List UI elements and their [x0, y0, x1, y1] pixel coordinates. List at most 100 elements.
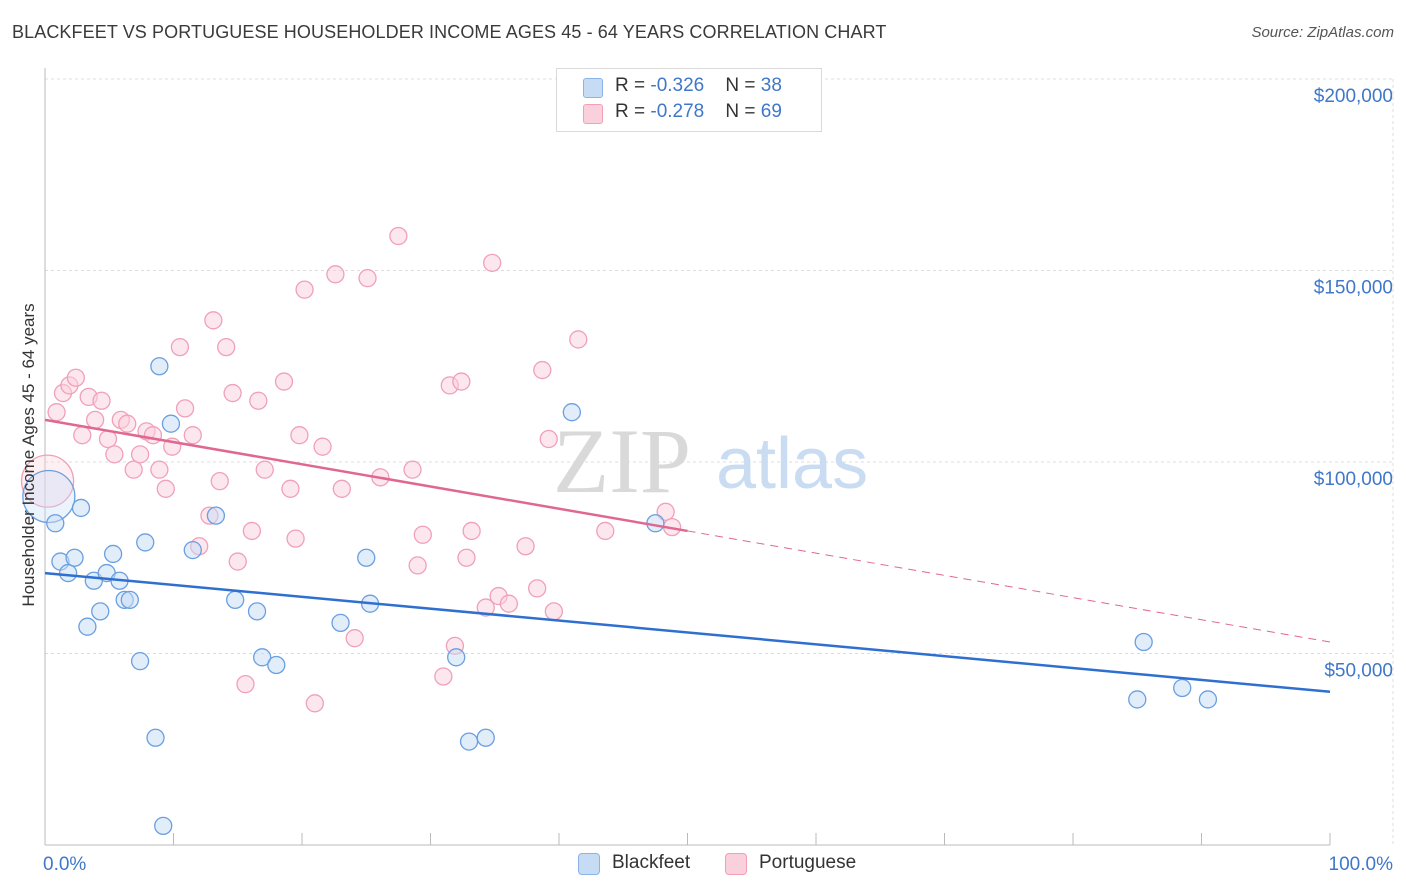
axes: [44, 68, 1331, 846]
data-point: [357, 548, 376, 567]
blackfeet-points: [22, 357, 1218, 835]
data-point: [476, 728, 495, 747]
data-point: [253, 648, 272, 667]
legend-r-label: R =: [615, 75, 651, 96]
data-point: [1173, 678, 1192, 698]
data-point: [120, 590, 139, 610]
data-point: [267, 655, 286, 675]
data-point: [226, 590, 245, 610]
trend-line-blackfeet: [44, 571, 1331, 694]
legend-r-value: -0.278: [650, 101, 705, 122]
data-point: [274, 372, 294, 391]
data-point: [562, 403, 581, 422]
data-point: [154, 816, 173, 835]
watermark: ZIP atlas: [553, 410, 868, 512]
y-tick-label: $150,000: [1314, 278, 1393, 299]
data-point: [85, 410, 105, 430]
data-point: [539, 429, 558, 449]
data-point: [358, 269, 377, 288]
legend-swatch-portuguese: [583, 104, 603, 124]
bottom-legend-label-blackfeet: Blackfeet: [612, 852, 691, 873]
data-point: [183, 426, 202, 445]
data-point: [281, 479, 300, 498]
data-point: [452, 372, 471, 391]
x-tick-left: 0.0%: [43, 854, 86, 875]
data-point: [313, 437, 332, 456]
trend-lines: [44, 418, 1331, 694]
bottom-legend-swatch-portuguese: [725, 853, 747, 875]
data-point: [206, 506, 226, 525]
legend-n-value: 69: [760, 101, 782, 122]
y-tick-labels: $50,000 $100,000 $150,000 $200,000: [1314, 86, 1393, 682]
data-point: [457, 548, 476, 567]
data-point: [65, 548, 84, 567]
data-point: [408, 556, 427, 575]
data-point: [331, 613, 350, 633]
trend-line-portuguese-extension: [687, 530, 1331, 643]
data-point: [528, 579, 547, 598]
data-point: [136, 533, 155, 552]
legend-r-value: -0.326: [650, 75, 705, 96]
data-point: [146, 728, 165, 747]
data-point: [290, 426, 309, 445]
data-point: [596, 521, 615, 541]
data-point: [183, 540, 202, 560]
y-tick-label: $200,000: [1314, 86, 1393, 107]
data-point: [71, 498, 91, 518]
data-point: [105, 445, 124, 464]
legend-n-label: N =: [725, 75, 761, 96]
data-point: [1134, 632, 1153, 652]
x-tick-right: 100.0%: [1329, 854, 1394, 875]
data-point: [255, 460, 274, 479]
data-point: [73, 426, 92, 445]
data-point: [161, 414, 181, 433]
data-point: [124, 460, 143, 479]
data-point: [223, 383, 242, 403]
watermark-zip: ZIP: [553, 410, 691, 512]
data-point: [242, 521, 262, 541]
data-point: [47, 403, 66, 422]
data-point: [130, 445, 150, 464]
data-point: [389, 226, 408, 246]
data-point: [413, 525, 432, 544]
data-point: [403, 460, 422, 479]
data-point: [459, 732, 479, 751]
data-point: [332, 479, 351, 498]
data-point: [656, 502, 675, 521]
data-point: [143, 426, 163, 445]
data-point: [91, 602, 110, 621]
data-point: [103, 544, 123, 564]
legend-n-value: 38: [760, 75, 782, 96]
data-point: [204, 311, 223, 330]
data-point: [20, 454, 75, 508]
data-point: [236, 674, 255, 694]
data-point: [483, 253, 502, 272]
data-point: [78, 617, 97, 636]
portuguese-points: [20, 226, 682, 713]
data-point: [533, 360, 552, 380]
data-point: [58, 563, 78, 583]
legend-n-label: N =: [725, 101, 761, 122]
correlation-legend: R = -0.326 N = 38 R = -0.278 N = 69: [556, 68, 822, 132]
data-point: [544, 602, 564, 621]
data-point: [249, 391, 268, 410]
legend-swatch-blackfeet: [583, 78, 603, 98]
data-point: [217, 337, 236, 357]
data-point: [66, 368, 85, 387]
trend-line-portuguese: [44, 418, 688, 533]
data-point: [150, 460, 169, 479]
data-point: [286, 529, 305, 548]
chart-title: BLACKFEET VS PORTUGUESE HOUSEHOLDER INCO…: [12, 22, 887, 42]
y-axis-label: Householder Income Ages 45 - 64 years: [19, 303, 38, 606]
data-point: [175, 399, 195, 418]
data-point: [46, 514, 65, 533]
data-point: [228, 552, 247, 571]
y-tick-label: $50,000: [1324, 661, 1393, 682]
data-point: [118, 414, 137, 433]
data-point: [1198, 690, 1218, 709]
data-point: [326, 265, 345, 284]
data-point: [295, 280, 314, 299]
source-label: Source: ZipAtlas.com: [1251, 24, 1394, 41]
data-point: [170, 337, 190, 357]
data-point: [156, 479, 175, 498]
